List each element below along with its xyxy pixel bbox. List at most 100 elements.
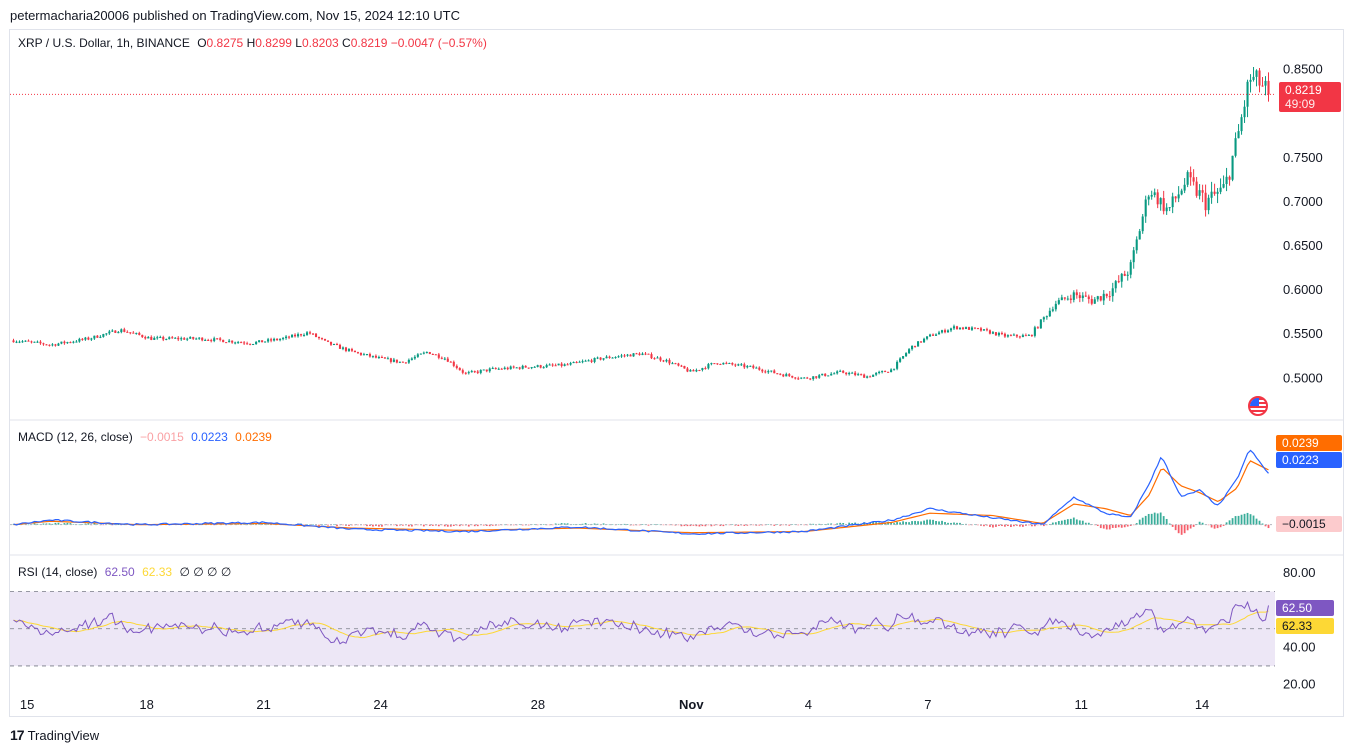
macd-histogram-bar (123, 524, 126, 526)
chart-frame[interactable] (9, 29, 1344, 717)
candle-body (341, 347, 345, 349)
macd-histogram-bar (782, 524, 785, 526)
us-flag-icon[interactable] (1248, 396, 1268, 416)
macd-histogram-bar (1228, 520, 1231, 525)
candle-body (632, 353, 635, 357)
tradingview-logo-icon: 17 (10, 727, 25, 743)
macd-histogram-bar (1027, 524, 1030, 526)
candle-body (497, 368, 500, 370)
candle-body (258, 340, 261, 342)
close-label: C0.8219 (342, 36, 388, 50)
macd-histogram-bar (950, 522, 952, 525)
brand-name: TradingView (27, 727, 100, 743)
candle-body (656, 357, 659, 359)
price-axis-label: 0.7500 (1283, 150, 1323, 165)
candle-body (458, 368, 461, 371)
candle-body (638, 353, 641, 356)
macd-histogram-bar (1153, 512, 1156, 525)
time-axis-label: 28 (531, 697, 545, 712)
candle-body (740, 364, 743, 366)
candle-body (875, 373, 878, 375)
candle-body (39, 341, 42, 344)
macd-histogram-bar (369, 524, 371, 526)
macd-histogram-bar (722, 524, 725, 527)
candle-body (195, 338, 198, 340)
rsi-ma-line (13, 610, 1269, 639)
time-axis-label: 14 (1195, 697, 1209, 712)
macd-histogram-bar (333, 524, 335, 526)
macd-histogram-bar (1210, 524, 1213, 528)
candle-body (371, 355, 374, 357)
macd-histogram-bar (1183, 524, 1186, 534)
candle-body (93, 335, 96, 339)
candle-body (264, 341, 267, 343)
candle-body (1090, 299, 1093, 304)
candle-body (117, 332, 120, 334)
candle-body (129, 332, 132, 334)
footer[interactable]: 17 TradingView (10, 727, 99, 743)
macd-histogram-bar (554, 523, 557, 525)
macd-histogram-bar (461, 524, 464, 526)
macd-histogram-bar (1024, 524, 1027, 526)
macd-histogram-bar (117, 524, 120, 526)
macd-histogram-bar (1099, 524, 1102, 529)
macd-line (13, 449, 1269, 536)
candle-body (923, 338, 926, 343)
bar-countdown: 49:09 (1285, 97, 1316, 111)
candle-body (108, 331, 111, 334)
macd-histogram-bar (698, 524, 701, 527)
macd-histogram-bar (1141, 517, 1144, 525)
candle-body (782, 374, 785, 377)
macd-histogram-bar (1093, 524, 1096, 526)
candle-body (270, 339, 273, 341)
candle-body (380, 356, 383, 358)
macd-histogram-bar (93, 523, 96, 525)
macd-histogram-bar (755, 524, 758, 526)
candle-body (1210, 191, 1213, 198)
macd-histogram-bar (557, 523, 560, 525)
candle-body (398, 361, 401, 363)
candle-body (1084, 295, 1087, 297)
candle-body (362, 354, 365, 356)
candle-body (228, 340, 231, 343)
candle-body (353, 350, 357, 353)
candle-body (827, 375, 830, 377)
macd-histogram-bar (395, 524, 398, 527)
macd-histogram-bar (563, 523, 566, 525)
candle-body (440, 357, 443, 359)
macd-histogram-bar (914, 520, 916, 525)
candle-body (222, 339, 225, 343)
candle-body (404, 362, 407, 364)
macd-histogram-bar (803, 524, 806, 526)
open-label: O0.8275 (197, 36, 244, 50)
candle-body (99, 336, 102, 338)
macd-histogram-bar (413, 524, 416, 526)
candle-body (84, 337, 87, 340)
candle-body (452, 361, 455, 366)
candle-body (1006, 335, 1009, 337)
candle-body (434, 354, 437, 356)
candle-body (506, 367, 509, 370)
time-axis-label: 21 (256, 697, 270, 712)
candle-body (1189, 172, 1192, 178)
candle-body (431, 354, 434, 356)
macd-histogram-bar (437, 524, 440, 527)
macd-histogram-bar (1096, 524, 1099, 526)
price-pane (10, 67, 1275, 381)
candle-body (854, 372, 857, 376)
macd-histogram-bar (1069, 518, 1072, 525)
candle-body (69, 342, 72, 344)
candle-body (833, 373, 836, 375)
price-axis-label: 0.7000 (1283, 194, 1323, 209)
candle-body (821, 373, 824, 376)
candle-body (491, 368, 494, 370)
macd-histogram-bar (321, 524, 323, 525)
macd-histogram-bar (1144, 515, 1147, 525)
candle-body (1111, 288, 1114, 297)
candle-body (395, 359, 398, 363)
candle-body (991, 332, 994, 334)
macd-histogram-bar (1066, 519, 1069, 525)
candle-body (1000, 332, 1003, 334)
macd-histogram-bar (1174, 524, 1177, 531)
